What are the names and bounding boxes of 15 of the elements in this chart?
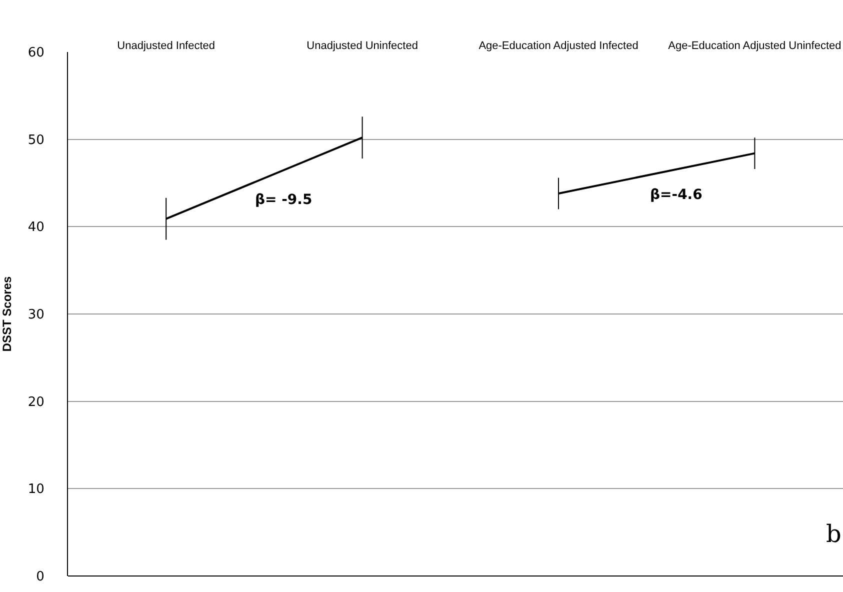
annotation: β= -9.5 — [255, 192, 312, 208]
y-axis-title: DSST Scores — [0, 276, 14, 352]
x-tick-label: Unadjusted Uninfected — [306, 40, 418, 52]
annotation: β=-4.6 — [650, 187, 702, 203]
y-tick-label: 20 — [28, 394, 44, 410]
y-tick-label: 50 — [28, 132, 44, 148]
y-tick-label: 40 — [28, 220, 44, 236]
x-tick-label: Age-Education Adjusted Uninfected — [668, 40, 842, 52]
y-tick-label: 60 — [28, 46, 44, 61]
y-tick-label: 30 — [28, 308, 44, 323]
annotation: b — [826, 520, 842, 548]
y-tick-label: 0 — [36, 570, 44, 585]
x-tick-label: Unadjusted Infected — [117, 40, 216, 52]
y-tick-label: 10 — [28, 482, 44, 498]
x-tick-label: Age-Education Adjusted Infected — [478, 40, 638, 52]
